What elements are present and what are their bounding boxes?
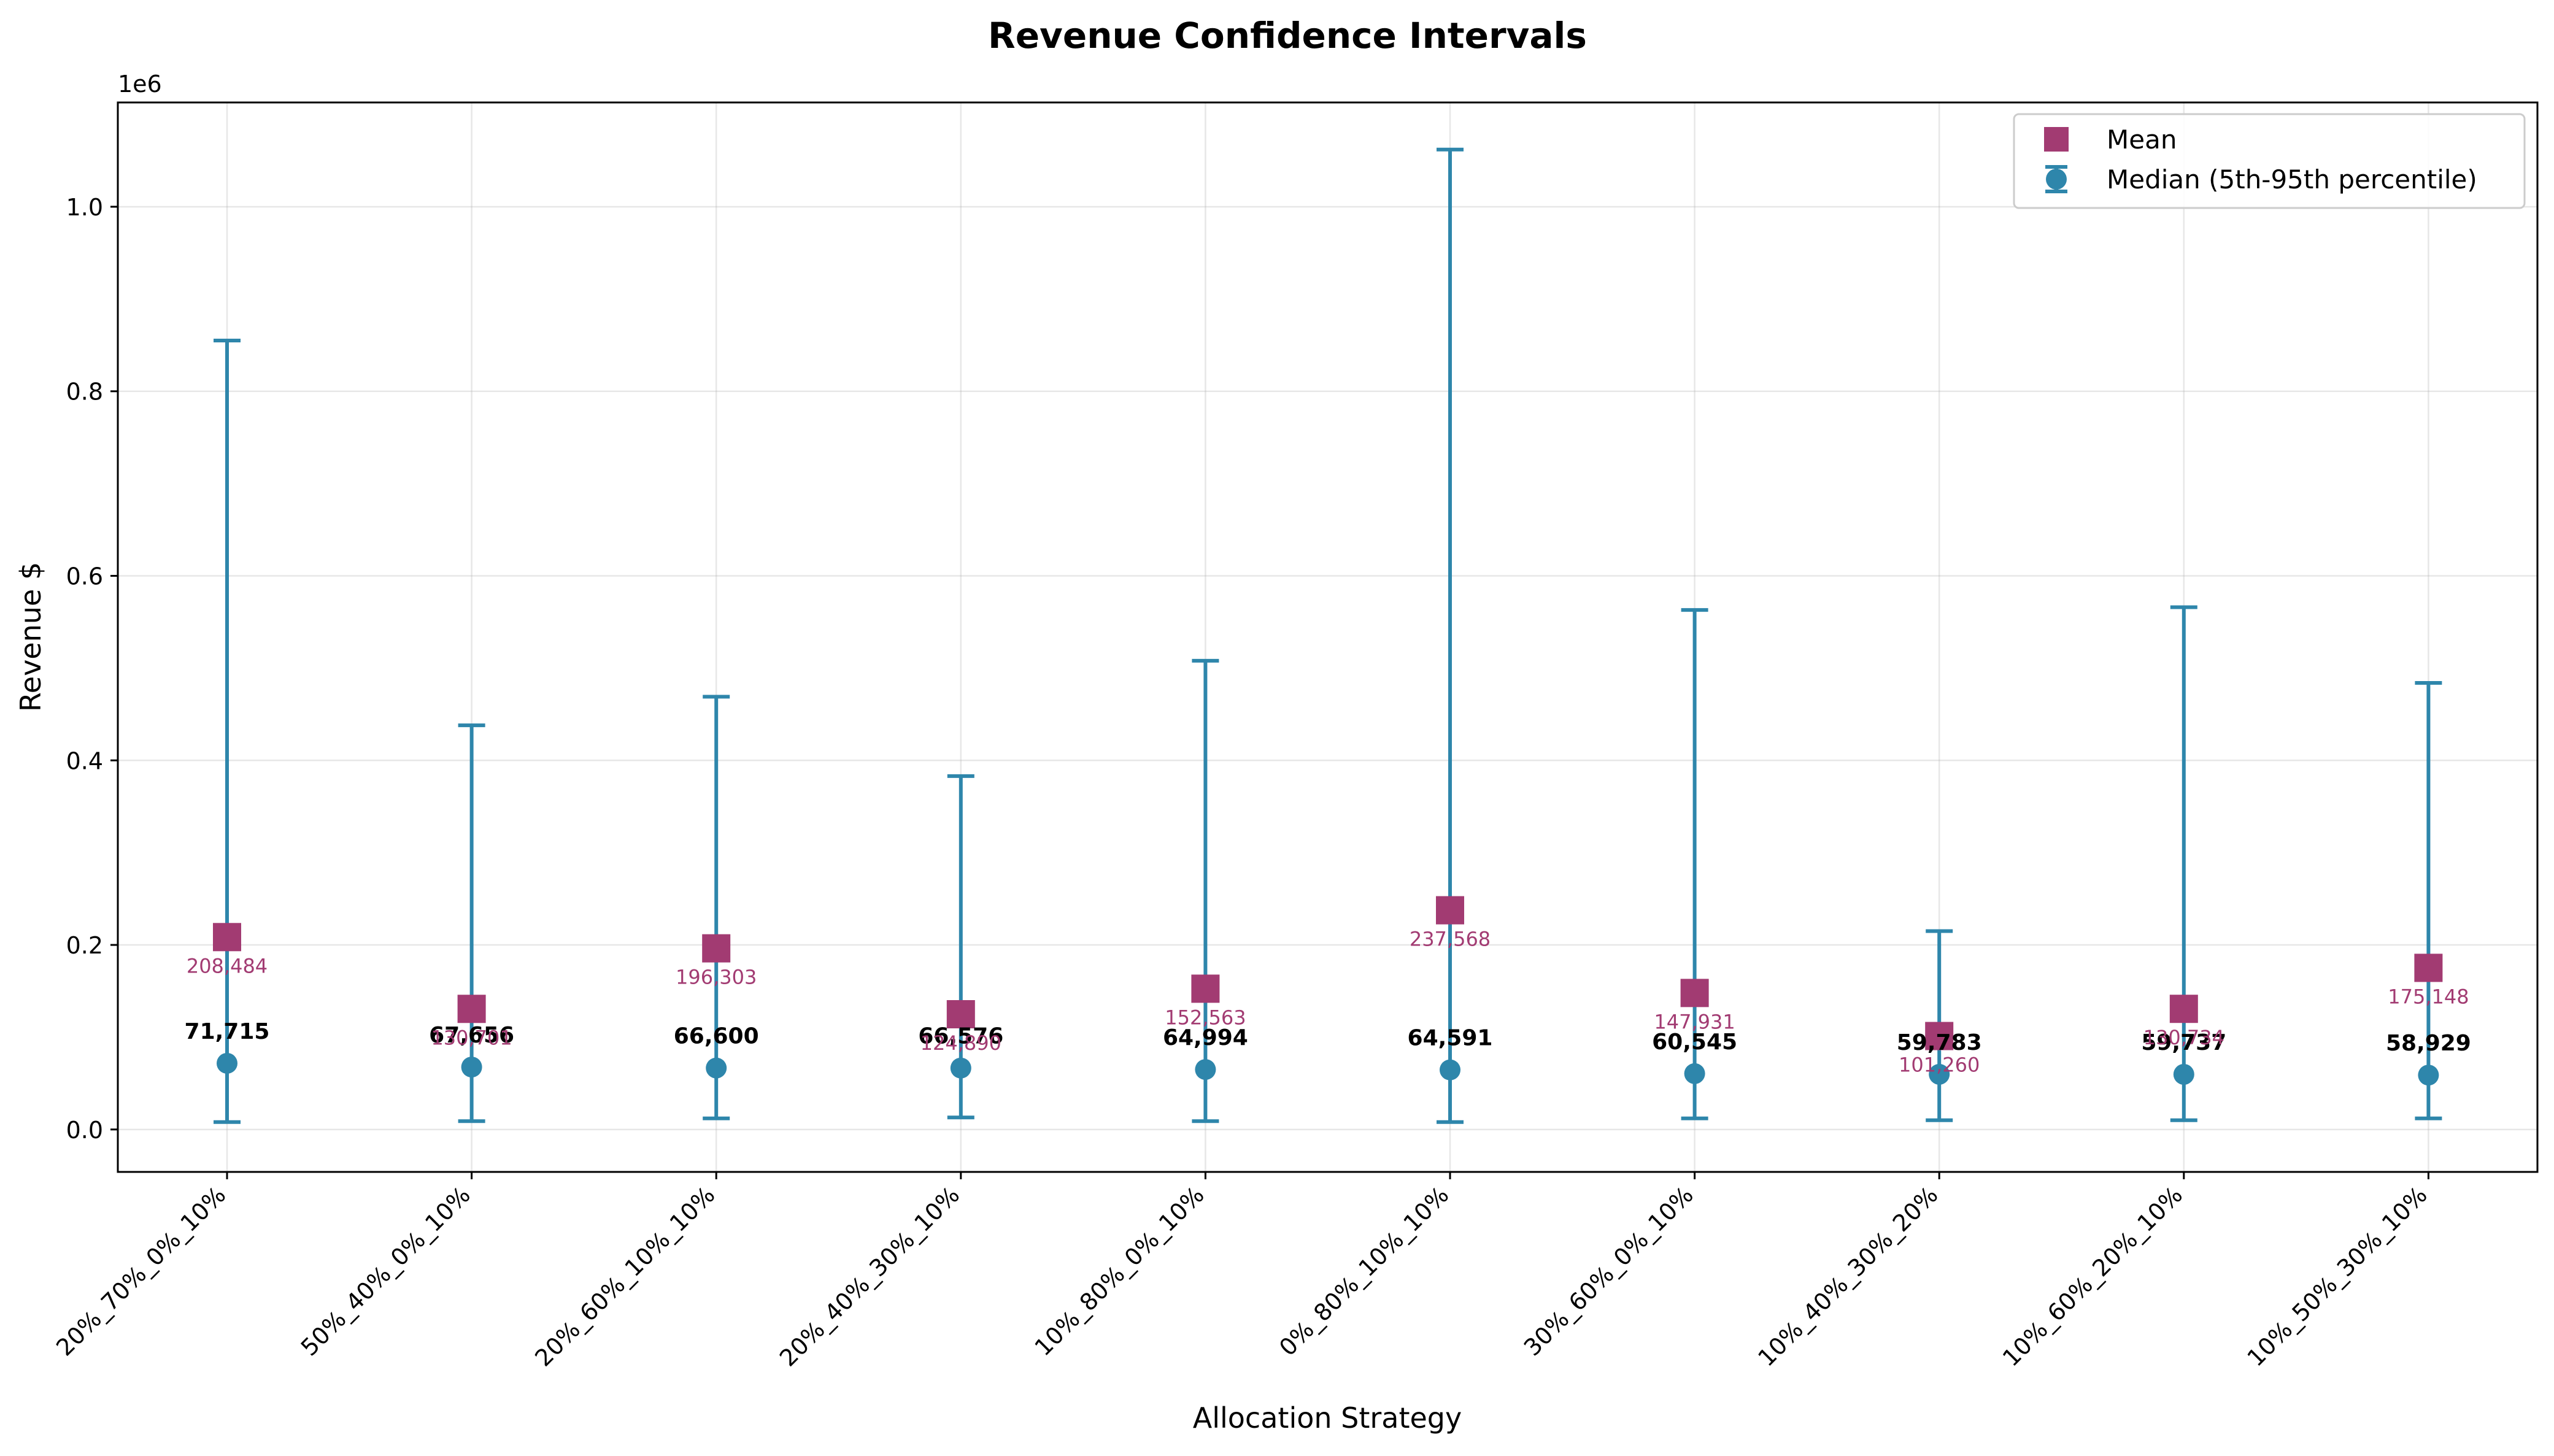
mean-marker bbox=[1925, 1022, 1954, 1050]
mean-value-label: 237,568 bbox=[1410, 928, 1491, 951]
y-axis-label: Revenue $ bbox=[14, 562, 47, 712]
y-axis: 0.0 0.2 0.4 0.6 0.8 1.0 bbox=[66, 194, 118, 1144]
median-marker bbox=[1929, 1063, 1950, 1085]
median-marker bbox=[1195, 1059, 1216, 1080]
median-value-label: 64,994 bbox=[1163, 1025, 1248, 1050]
mean-value-label: 152,563 bbox=[1165, 1006, 1246, 1029]
median-marker bbox=[950, 1057, 971, 1079]
median-value-label: 58,929 bbox=[2386, 1031, 2471, 1056]
median-layer bbox=[217, 1052, 2439, 1086]
mean-value-label: 196,303 bbox=[676, 966, 757, 989]
y-tick-label: 0.4 bbox=[66, 747, 103, 774]
legend-box bbox=[2013, 113, 2526, 209]
mean-marker bbox=[457, 995, 486, 1023]
legend-mean-marker bbox=[2044, 127, 2069, 152]
mean-value-label: 101,260 bbox=[1899, 1053, 1980, 1077]
mean-marker bbox=[1436, 896, 1464, 925]
mean-marker bbox=[213, 923, 241, 952]
legend-mean-label: Mean bbox=[2107, 125, 2177, 155]
median-value-label: 60,545 bbox=[1652, 1030, 1737, 1055]
y-tick-label: 0.2 bbox=[66, 932, 103, 959]
median-marker bbox=[217, 1052, 237, 1074]
median-marker bbox=[1684, 1063, 1705, 1084]
x-axis-label: Allocation Strategy bbox=[1193, 1401, 1462, 1435]
mean-marker bbox=[702, 934, 731, 963]
mean-marker bbox=[2414, 953, 2443, 982]
mean-value-label: 130,701 bbox=[431, 1026, 512, 1049]
mean-marker bbox=[1680, 979, 1709, 1007]
mean-value-label: 208,484 bbox=[187, 954, 268, 977]
median-value-label: 59,783 bbox=[1897, 1030, 1982, 1055]
median-marker bbox=[1440, 1059, 1460, 1080]
mean-marker bbox=[1191, 974, 1220, 1003]
y-tick-label: 0.0 bbox=[66, 1117, 103, 1144]
median-marker bbox=[2418, 1065, 2439, 1086]
legend: Mean Median (5th-95th percentile) bbox=[2013, 113, 2526, 209]
median-value-label: 66,576 bbox=[918, 1024, 1003, 1049]
median-marker bbox=[706, 1057, 727, 1079]
mean-value-label: 175,148 bbox=[2388, 985, 2469, 1008]
median-value-label: 64,591 bbox=[1408, 1026, 1493, 1051]
median-value-label: 66,600 bbox=[674, 1024, 759, 1049]
mean-value-label: 147,931 bbox=[1654, 1010, 1735, 1033]
chart-title: Revenue Confidence Intervals bbox=[988, 15, 1587, 56]
median-marker bbox=[461, 1057, 482, 1078]
mean-value-label: 130,734 bbox=[2143, 1026, 2224, 1049]
legend-median-marker bbox=[2046, 169, 2067, 190]
mean-marker bbox=[2169, 995, 2198, 1023]
y-tick-label: 0.8 bbox=[66, 379, 103, 406]
median-value-label: 71,715 bbox=[185, 1019, 270, 1044]
median-value-label: 67,656 bbox=[429, 1023, 514, 1048]
mean-value-label: 124,890 bbox=[920, 1031, 1001, 1055]
errorbar-layer bbox=[214, 147, 2442, 1124]
median-value-label: 59,737 bbox=[2141, 1030, 2226, 1055]
plot-frame bbox=[117, 101, 2539, 1173]
median-marker bbox=[2173, 1063, 2194, 1085]
mean-layer bbox=[213, 896, 2443, 1050]
legend-median-label: Median (5th-95th percentile) bbox=[2107, 164, 2477, 195]
y-tick-label: 0.6 bbox=[66, 563, 103, 590]
mean-marker bbox=[946, 1000, 975, 1029]
y-tick-label: 1.0 bbox=[66, 194, 103, 221]
y-offset-label: 1e6 bbox=[118, 71, 162, 98]
